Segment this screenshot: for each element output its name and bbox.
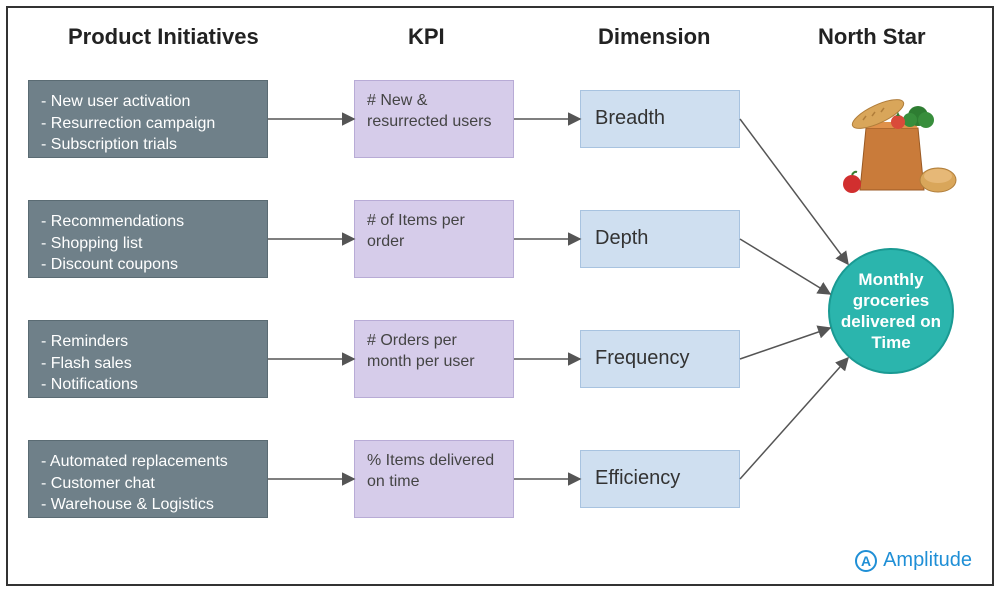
north-star-metric: Monthly groceries delivered on Time (828, 248, 954, 374)
header-kpi: KPI (408, 24, 445, 50)
initiative-item: Notifications (51, 376, 138, 393)
brand-name: Amplitude (883, 549, 972, 572)
header-dimension: Dimension (598, 24, 710, 50)
initiative-item: Recommendations (51, 213, 184, 230)
initiative-box-2: - Reminders - Flash sales - Notification… (28, 320, 268, 398)
kpi-box-3: % Items delivered on time (354, 440, 514, 518)
initiative-item: Automated replacements (50, 453, 228, 470)
initiative-item: Shopping list (51, 235, 143, 252)
dimension-box-0: Breadth (580, 90, 740, 148)
dimension-box-2: Frequency (580, 330, 740, 388)
kpi-box-2: # Orders per month per user (354, 320, 514, 398)
initiative-item: Subscription trials (51, 136, 177, 153)
amplitude-logo-icon: A (855, 550, 877, 572)
initiative-item: Warehouse & Logistics (51, 496, 214, 513)
initiative-item: Customer chat (51, 475, 155, 492)
initiative-item: Discount coupons (51, 256, 178, 273)
initiative-box-3: - Automated replacements - Customer chat… (28, 440, 268, 518)
diagram-frame: Product Initiatives KPI Dimension North … (6, 6, 994, 586)
initiative-item: Resurrection campaign (51, 115, 216, 132)
kpi-box-1: # of Items per order (354, 200, 514, 278)
dimension-box-1: Depth (580, 210, 740, 268)
brand-amplitude: A Amplitude (855, 549, 972, 572)
kpi-box-0: # New & resurrected users (354, 80, 514, 158)
initiative-item: New user activation (51, 93, 191, 110)
north-star-label: Monthly groceries delivered on Time (840, 269, 942, 354)
initiative-box-0: - New user activation - Resurrection cam… (28, 80, 268, 158)
header-initiatives: Product Initiatives (68, 24, 259, 50)
initiative-item: Reminders (51, 333, 128, 350)
dimension-box-3: Efficiency (580, 450, 740, 508)
initiative-item: Flash sales (51, 355, 132, 372)
grocery-bag-icon (828, 98, 958, 198)
initiative-box-1: - Recommendations - Shopping list - Disc… (28, 200, 268, 278)
header-northstar: North Star (818, 24, 926, 50)
